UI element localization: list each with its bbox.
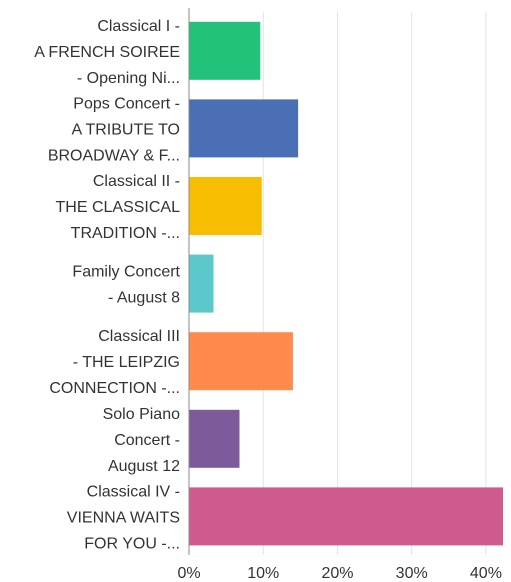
category-label-line: Classical II - — [93, 173, 180, 190]
category-label-line: August 12 — [108, 458, 180, 475]
x-tick-labels: 0% 10% 20% 30% 40% — [177, 565, 502, 582]
category-label: Classical III - THE LEIPZIG CONNECTION -..… — [49, 328, 180, 397]
category-label: Solo Piano Concert - August 12 — [103, 406, 180, 475]
category-label-line: Solo Piano — [103, 406, 180, 423]
x-tick-label: 30% — [396, 565, 428, 582]
category-label-line: - Opening Ni... — [77, 70, 180, 87]
category-label-line: Pops Concert - — [73, 95, 180, 112]
bar — [189, 487, 503, 546]
bar — [189, 177, 262, 235]
category-label-line: A FRENCH SOIREE — [34, 44, 180, 61]
category-label-line: A TRIBUTE TO — [72, 121, 180, 138]
x-tick-label: 10% — [247, 565, 279, 582]
bar — [189, 99, 299, 158]
category-label-line: Classical I - — [97, 18, 180, 35]
x-tick-label: 20% — [321, 565, 353, 582]
bar — [189, 21, 261, 80]
x-tick-label: 0% — [177, 565, 200, 582]
gridlines — [262, 12, 487, 555]
category-label: Classical II - THE CLASSICAL TRADITION -..… — [56, 173, 181, 242]
category-label-line: - THE LEIPZIG — [73, 354, 180, 371]
category-label: Pops Concert - A TRIBUTE TO BROADWAY & F..… — [48, 95, 180, 164]
category-label-line: Classical IV - — [87, 483, 180, 500]
bar — [189, 409, 240, 468]
category-label-line: Family Concert — [72, 264, 180, 281]
category-label-line: BROADWAY & F... — [48, 147, 180, 164]
category-label-line: - August 8 — [108, 290, 180, 307]
category-label: Classical IV - VIENNA WAITS FOR YOU -... — [67, 483, 180, 552]
category-label: Family Concert - August 8 — [72, 264, 180, 307]
category-label-line: Classical III — [98, 328, 180, 345]
category-label-line: TRADITION -... — [71, 225, 180, 242]
bar — [189, 332, 293, 391]
bar — [189, 254, 214, 313]
category-labels: Classical I - A FRENCH SOIREE - Opening Ni… — [34, 18, 180, 553]
category-label-line: FOR YOU -... — [84, 535, 180, 552]
x-tick-label: 40% — [470, 565, 502, 582]
bars — [189, 21, 503, 546]
category-label-line: THE CLASSICAL — [56, 199, 181, 216]
category-label-line: CONNECTION -... — [49, 380, 180, 397]
category-label-line: VIENNA WAITS — [67, 509, 180, 526]
category-label-line: Concert - — [114, 432, 180, 449]
category-label: Classical I - A FRENCH SOIREE - Opening Ni… — [34, 18, 180, 87]
